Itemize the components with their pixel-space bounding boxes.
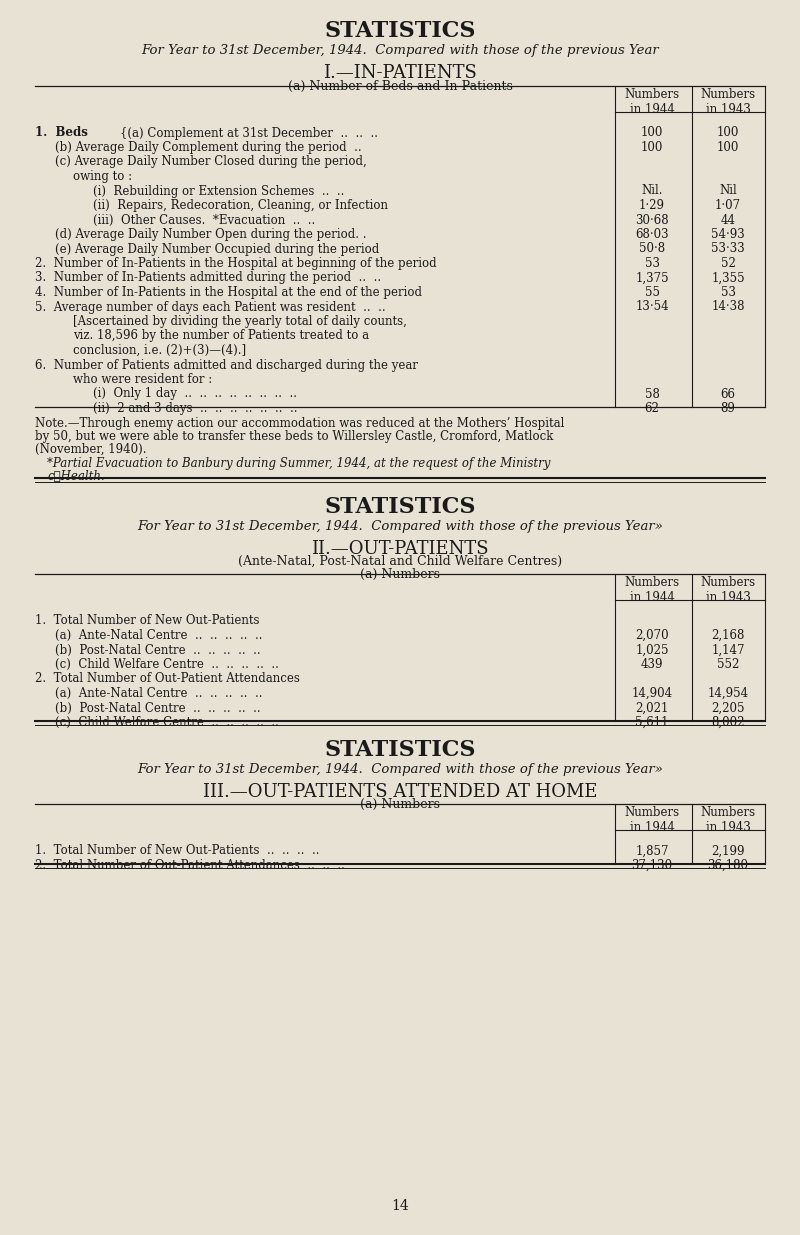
Text: 89: 89 [721,403,735,415]
Text: (a)  Ante-Natal Centre  ..  ..  ..  ..  ..: (a) Ante-Natal Centre .. .. .. .. .. [55,687,262,700]
Text: (November, 1940).: (November, 1940). [35,443,146,456]
Text: 58: 58 [645,388,659,400]
Text: 5,611: 5,611 [635,716,669,729]
Text: Note.—Through enemy action our accommodation was reduced at the Mothers’ Hospita: Note.—Through enemy action our accommoda… [35,417,564,430]
Text: 30·68: 30·68 [635,214,669,226]
Text: 52: 52 [721,257,735,270]
Text: 2,205: 2,205 [711,701,745,715]
Text: (b) Average Daily Complement during the period  ..: (b) Average Daily Complement during the … [55,141,362,154]
Text: 14,904: 14,904 [631,687,673,700]
Text: II.—OUT-PATIENTS: II.—OUT-PATIENTS [311,540,489,558]
Text: STATISTICS: STATISTICS [324,496,476,517]
Text: 2.  Total Number of Out-Patient Attendances  ..  ..  ..: 2. Total Number of Out-Patient Attendanc… [35,860,345,872]
Text: {(a) Complement at 31st December  ..  ..  ..: {(a) Complement at 31st December .. .. .… [120,126,378,140]
Text: (iii)  Other Causes.  *Evacuation  ..  ..: (iii) Other Causes. *Evacuation .. .. [93,214,315,226]
Text: Nil.: Nil. [642,184,662,198]
Text: c‧Health.: c‧Health. [47,471,105,483]
Text: Numbers
in 1943: Numbers in 1943 [701,576,755,604]
Text: III.—OUT-PATIENTS ATTENDED AT HOME: III.—OUT-PATIENTS ATTENDED AT HOME [202,783,598,802]
Text: 62: 62 [645,403,659,415]
Text: 66: 66 [721,388,735,400]
Text: 53: 53 [721,287,735,299]
Text: (a) Number of Beds and In-Patients: (a) Number of Beds and In-Patients [287,80,513,93]
Text: 1.  Beds: 1. Beds [35,126,88,140]
Text: I.—IN-PATIENTS: I.—IN-PATIENTS [323,64,477,82]
Text: 14·38: 14·38 [711,300,745,314]
Text: 2,199: 2,199 [711,845,745,857]
Text: Numbers
in 1944: Numbers in 1944 [625,576,679,604]
Text: *Partial Evacuation to Banbury during Summer, 1944, at the request of the Minist: *Partial Evacuation to Banbury during Su… [47,457,550,471]
Text: 44: 44 [721,214,735,226]
Text: 54·93: 54·93 [711,228,745,241]
Text: 53·33: 53·33 [711,242,745,256]
Text: conclusion, i.e. (2)+(3)—(4).]: conclusion, i.e. (2)+(3)—(4).] [73,345,246,357]
Text: (i)  Rebuilding or Extension Schemes  ..  ..: (i) Rebuilding or Extension Schemes .. .… [93,184,344,198]
Text: 68·03: 68·03 [635,228,669,241]
Text: (ii)  2 and 3 days  ..  ..  ..  ..  ..  ..  ..: (ii) 2 and 3 days .. .. .. .. .. .. .. [93,403,298,415]
Text: 37,130: 37,130 [631,860,673,872]
Text: For Year to 31st December, 1944.  Compared with those of the previous Year: For Year to 31st December, 1944. Compare… [141,44,659,57]
Text: (a) Numbers: (a) Numbers [360,568,440,580]
Text: For Year to 31st December, 1944.  Compared with those of the previous Year»: For Year to 31st December, 1944. Compare… [137,763,663,776]
Text: Numbers
in 1943: Numbers in 1943 [701,806,755,834]
Text: STATISTICS: STATISTICS [324,20,476,42]
Text: 5.  Average number of days each Patient was resident  ..  ..: 5. Average number of days each Patient w… [35,300,386,314]
Text: For Year to 31st December, 1944.  Compared with those of the previous Year»: For Year to 31st December, 1944. Compare… [137,520,663,534]
Text: (b)  Post-Natal Centre  ..  ..  ..  ..  ..: (b) Post-Natal Centre .. .. .. .. .. [55,701,261,715]
Text: owing to :: owing to : [73,170,132,183]
Text: 36,180: 36,180 [707,860,749,872]
Text: (c)  Child Welfare Centre  ..  ..  ..  ..  ..: (c) Child Welfare Centre .. .. .. .. .. [55,716,279,729]
Text: 1,857: 1,857 [635,845,669,857]
Text: 2,168: 2,168 [711,629,745,642]
Text: 1,025: 1,025 [635,643,669,657]
Text: 3.  Number of In-Patients admitted during the period  ..  ..: 3. Number of In-Patients admitted during… [35,272,381,284]
Text: 50·8: 50·8 [639,242,665,256]
Text: (e) Average Daily Number Occupied during the period: (e) Average Daily Number Occupied during… [55,242,379,256]
Text: (i)  Only 1 day  ..  ..  ..  ..  ..  ..  ..  ..: (i) Only 1 day .. .. .. .. .. .. .. .. [93,388,297,400]
Text: by 50, but we were able to transfer these beds to Willersley Castle, Cromford, M: by 50, but we were able to transfer thes… [35,430,554,443]
Text: 8,002: 8,002 [711,716,745,729]
Text: (a) Numbers: (a) Numbers [360,798,440,811]
Text: [Ascertained by dividing the yearly total of daily counts,: [Ascertained by dividing the yearly tota… [73,315,407,329]
Text: who were resident for :: who were resident for : [73,373,212,387]
Text: 6.  Number of Patients admitted and discharged during the year: 6. Number of Patients admitted and disch… [35,358,418,372]
Text: 552: 552 [717,658,739,671]
Text: 1.  Total Number of New Out-Patients: 1. Total Number of New Out-Patients [35,615,259,627]
Text: (ii)  Repairs, Redecoration, Cleaning, or Infection: (ii) Repairs, Redecoration, Cleaning, or… [93,199,388,212]
Text: 55: 55 [645,287,659,299]
Text: Numbers
in 1943: Numbers in 1943 [701,88,755,116]
Text: 1·07: 1·07 [715,199,741,212]
Text: (a)  Ante-Natal Centre  ..  ..  ..  ..  ..: (a) Ante-Natal Centre .. .. .. .. .. [55,629,262,642]
Text: 1,355: 1,355 [711,272,745,284]
Text: 2,021: 2,021 [635,701,669,715]
Text: (d) Average Daily Number Open during the period. .: (d) Average Daily Number Open during the… [55,228,366,241]
Text: 14,954: 14,954 [707,687,749,700]
Text: STATISTICS: STATISTICS [324,739,476,761]
Text: 100: 100 [717,126,739,140]
Text: 14: 14 [391,1199,409,1213]
Text: 100: 100 [641,141,663,154]
Text: (c)  Child Welfare Centre  ..  ..  ..  ..  ..: (c) Child Welfare Centre .. .. .. .. .. [55,658,279,671]
Text: (b)  Post-Natal Centre  ..  ..  ..  ..  ..: (b) Post-Natal Centre .. .. .. .. .. [55,643,261,657]
Text: (c) Average Daily Number Closed during the period,: (c) Average Daily Number Closed during t… [55,156,366,168]
Text: viz. 18,596 by the number of Patients treated to a: viz. 18,596 by the number of Patients tr… [73,330,369,342]
Text: 1·29: 1·29 [639,199,665,212]
Text: 2,070: 2,070 [635,629,669,642]
Text: Numbers
in 1944: Numbers in 1944 [625,806,679,834]
Text: Nil: Nil [719,184,737,198]
Text: 2.  Number of In-Patients in the Hospital at beginning of the period: 2. Number of In-Patients in the Hospital… [35,257,437,270]
Text: 1.  Total Number of New Out-Patients  ..  ..  ..  ..: 1. Total Number of New Out-Patients .. .… [35,845,319,857]
Text: 53: 53 [645,257,659,270]
Text: 13·54: 13·54 [635,300,669,314]
Text: Numbers
in 1944: Numbers in 1944 [625,88,679,116]
Text: 439: 439 [641,658,663,671]
Text: 100: 100 [641,126,663,140]
Text: 2.  Total Number of Out-Patient Attendances: 2. Total Number of Out-Patient Attendanc… [35,673,300,685]
Text: 1,375: 1,375 [635,272,669,284]
Text: 1,147: 1,147 [711,643,745,657]
Text: (Ante-Natal, Post-Natal and Child Welfare Centres): (Ante-Natal, Post-Natal and Child Welfar… [238,555,562,568]
Text: 100: 100 [717,141,739,154]
Text: 4.  Number of In-Patients in the Hospital at the end of the period: 4. Number of In-Patients in the Hospital… [35,287,422,299]
